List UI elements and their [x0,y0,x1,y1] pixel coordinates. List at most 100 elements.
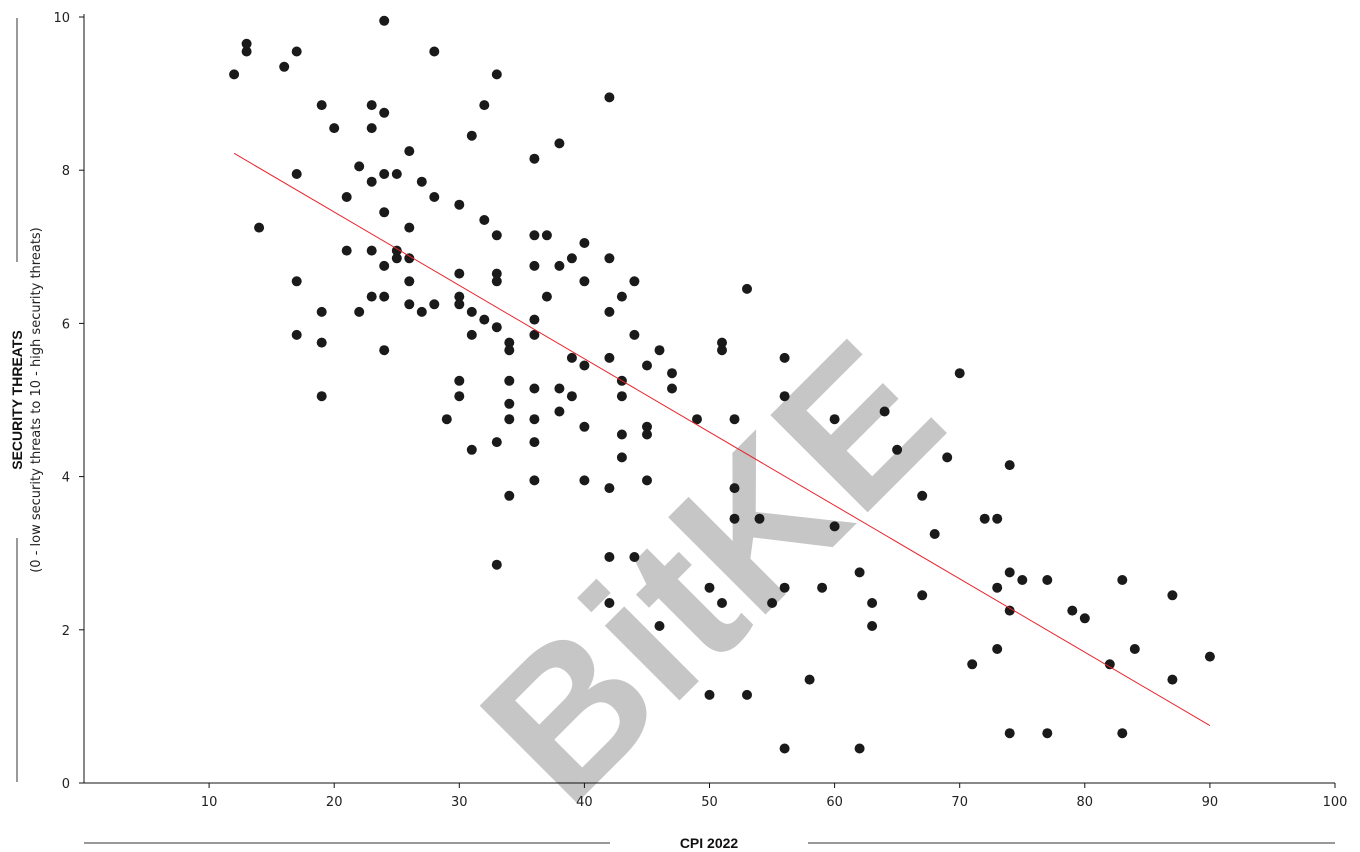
data-point [366,176,377,187]
y-tick-label: 10 [53,11,70,26]
data-point [541,230,552,241]
data-point [1017,575,1028,585]
data-point [504,414,515,425]
data-point [529,260,540,271]
data-point [1004,460,1015,471]
data-point [504,337,515,348]
data-point [629,552,640,562]
data-point [279,61,290,72]
y-axis-ticks: 0 2 4 6 8 10 [53,11,84,792]
data-point [454,299,465,310]
data-point [742,689,752,700]
data-point [554,383,565,394]
x-tick-label: 20 [326,795,343,810]
data-point [967,659,978,670]
data-point [1004,605,1015,616]
data-point [379,260,390,271]
data-point [541,291,552,302]
data-point [1067,605,1078,616]
data-point [366,100,377,111]
data-point [854,743,865,754]
y-axis-title: SECURITY THREATS [9,330,25,470]
data-point [604,352,615,363]
data-point [429,46,440,57]
data-point [429,192,440,202]
data-point [829,414,840,425]
data-point [379,345,390,356]
data-point [629,276,640,287]
data-point [1104,659,1115,670]
data-point [404,146,415,157]
data-point [529,383,540,394]
data-point [779,352,790,363]
data-point [454,375,465,386]
data-point [529,329,540,340]
data-point [379,107,390,118]
data-point [391,169,402,179]
data-point [479,314,490,325]
data-point [529,230,540,241]
data-point [404,299,415,310]
data-point [316,337,327,348]
data-point [867,621,878,631]
data-point [667,368,677,379]
x-tick-label: 10 [201,795,218,810]
data-point [466,329,477,340]
data-point [379,207,390,218]
y-tick-label: 8 [62,164,70,179]
data-point [604,92,615,103]
data-point [329,123,340,134]
data-point [454,268,465,279]
data-point [992,513,1003,524]
data-point [416,176,427,187]
data-point [729,414,740,425]
data-point [616,291,627,302]
data-point [1042,575,1053,585]
data-point [454,291,465,302]
data-points [229,15,1215,754]
y-tick-label: 6 [62,317,70,332]
data-point [779,743,790,754]
data-point [1167,590,1178,601]
data-point [466,444,477,455]
data-point [767,598,778,608]
data-point [529,153,540,164]
data-point [704,582,715,593]
data-point [892,444,903,455]
data-point [491,437,502,448]
data-point [341,245,352,256]
data-point [1042,728,1053,739]
data-point [366,291,377,302]
data-point [491,276,502,287]
data-point [804,674,815,685]
data-point [879,406,890,417]
data-point [291,169,302,179]
data-point [491,268,502,279]
data-point [466,306,477,317]
y-axis-title-group: SECURITY THREATS (0 - low security threa… [9,18,44,782]
x-axis-ticks: 10 20 30 40 50 60 70 80 90 100 [201,783,1347,810]
data-point [642,360,652,371]
data-point [717,598,727,608]
data-point [579,360,590,371]
data-point [316,391,327,402]
data-point [479,100,490,111]
data-point [391,253,402,264]
data-point [616,391,627,402]
data-point [854,567,865,578]
data-point [529,414,540,425]
data-point [316,306,327,317]
data-point [241,46,252,57]
data-point [867,598,878,608]
data-point [291,329,302,340]
data-point [404,276,415,287]
data-point [979,513,990,524]
data-point [692,414,702,425]
data-point [604,306,615,317]
data-point [366,123,377,134]
data-point [454,391,465,402]
data-point [779,582,790,593]
data-point [942,452,953,463]
data-point [504,398,515,409]
